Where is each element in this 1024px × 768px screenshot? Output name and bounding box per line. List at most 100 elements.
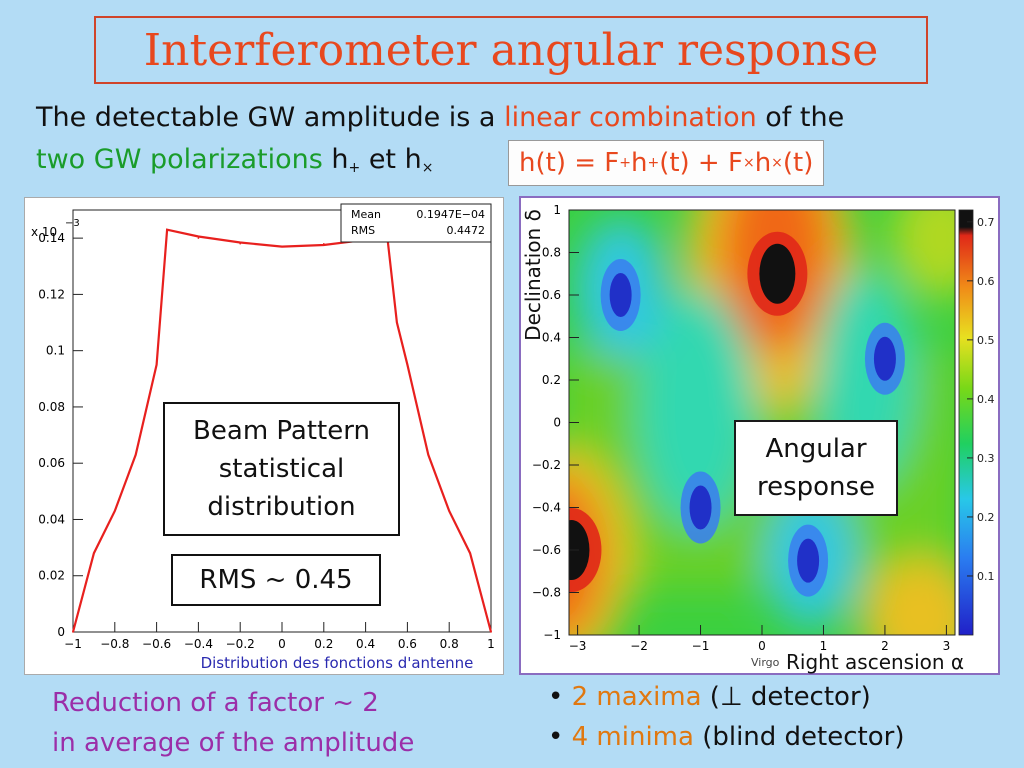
- bullet-minima-highlight: 4 minima: [571, 722, 694, 752]
- beam-line-2: statistical: [218, 454, 345, 484]
- colorbar-tick-label: 0.3: [977, 452, 995, 465]
- angular-map-panel: −3 −2 −1 0 1 2 3 −1 −0.8 −0.6 −0.4 −0.2 0 0.2 0.4 0.6 0.…: [519, 196, 1000, 675]
- colorbar-tick-label: 0.5: [977, 334, 995, 347]
- stats-value-mean: 0.1947E−04: [416, 208, 485, 221]
- x-tick-label: −1: [64, 637, 82, 651]
- y-tick-label: 0.02: [38, 569, 65, 583]
- minimum-core: [689, 485, 712, 530]
- y-tick-label: 0.14: [38, 231, 65, 245]
- x-tick-label: −0.6: [142, 637, 171, 651]
- x-tick-label: −0.8: [100, 637, 129, 651]
- x-tick-label: 0.4: [356, 637, 375, 651]
- map-y-tick-label: 0.2: [542, 373, 561, 387]
- bullet-dot: •: [548, 682, 572, 712]
- declination-label-wrap: Declination δ: [520, 196, 550, 356]
- map-y-tick-label: 0: [553, 416, 561, 430]
- map-y-tick-label: −0.2: [532, 458, 561, 472]
- bullet-minima-rest: (blind detector): [693, 722, 905, 752]
- formula-part-5: (t): [782, 148, 814, 178]
- angular-response-box: Angular response: [734, 420, 898, 516]
- beam-line-3: distribution: [207, 492, 356, 522]
- y-tick-label: 0.06: [38, 456, 65, 470]
- minimum-core: [873, 336, 896, 381]
- formula-sub-4: ×: [771, 155, 783, 171]
- formula-part-1: h(t) = F: [519, 148, 620, 178]
- page-title: Interferometer angular response: [143, 24, 879, 76]
- heatmap-field: [569, 210, 955, 635]
- bullet-maxima: • 2 maxima (⊥ detector): [548, 682, 871, 712]
- map-y-tick-label: 0.6: [542, 288, 561, 302]
- declination-label: Declination δ: [521, 209, 545, 341]
- formula-part-3: (t) + F: [659, 148, 743, 178]
- virgo-label: Virgo: [751, 656, 780, 669]
- bullet-maxima-rest: (⊥ detector): [701, 682, 871, 712]
- y-tick-label: 0.1: [46, 344, 65, 358]
- bullet-minima: • 4 minima (blind detector): [548, 722, 904, 752]
- angular-response-heatmap: −3 −2 −1 0 1 2 3 −1 −0.8 −0.6 −0.4 −0.2 0 0.2 0.4 0.6 0.…: [532, 203, 995, 669]
- beam-line-1: Beam Pattern: [193, 416, 370, 446]
- formula-box: h(t) = F + h + (t) + F × h × (t): [508, 140, 825, 186]
- colorbar: [958, 209, 974, 636]
- map-x-tick-label: −2: [630, 639, 648, 653]
- map-y-tick-label: −0.4: [532, 501, 561, 515]
- map-x-tick-label: 1: [820, 639, 828, 653]
- formula-sub-3: ×: [742, 155, 755, 171]
- map-x-tick-label: −3: [569, 639, 587, 653]
- angular-line-1: Angular: [765, 434, 867, 464]
- colorbar-tick-label: 0.4: [977, 393, 995, 406]
- map-y-tick-label: 0.8: [542, 246, 561, 260]
- intro-h-plus: h: [322, 144, 349, 175]
- y-tick-label: 0.04: [38, 512, 65, 526]
- x-tick-label: 0.6: [398, 637, 417, 651]
- map-x-tick-label: 0: [758, 639, 766, 653]
- bullet-maxima-highlight: 2 maxima: [571, 682, 702, 712]
- y-tick-label: 0.12: [38, 287, 65, 301]
- angular-line-2: response: [756, 472, 876, 502]
- formula-sub-1: +: [619, 155, 631, 171]
- map-y-tick-label: 1: [553, 203, 561, 217]
- y-multiplier-exp: −3: [65, 218, 80, 229]
- colorbar-tick-label: 0.2: [977, 511, 995, 524]
- intro-text-a: The detectable GW amplitude is a: [36, 102, 505, 133]
- colorbar-tick-label: 0.6: [977, 275, 995, 288]
- histogram-series-line: [71, 228, 493, 633]
- map-x-tick-label: −1: [692, 639, 710, 653]
- bullet-dot: •: [548, 722, 572, 752]
- maximum-core: [569, 520, 590, 580]
- intro-sub-cross: ×: [421, 160, 434, 176]
- rms-box: RMS ~ 0.45: [171, 554, 381, 606]
- minimum-core: [609, 273, 632, 317]
- map-y-tick-label: 0.4: [542, 331, 561, 345]
- intro-h-cross: et h: [360, 144, 422, 175]
- formula-part-4: h: [754, 148, 772, 178]
- intro-line-2: two GW polarizations h+ et h×: [36, 144, 433, 176]
- right-ascension-label: Right ascension α: [786, 650, 965, 674]
- map-x-tick-label: 2: [881, 639, 889, 653]
- y-multiplier: x 10: [31, 225, 57, 239]
- title-box: Interferometer angular response: [94, 16, 928, 84]
- colorbar-tick-label: 0.7: [977, 216, 995, 229]
- histogram-xlabel: Distribution des fonctions d'antenne: [201, 654, 474, 672]
- x-tick-label: 0.2: [314, 637, 333, 651]
- stats-label-mean: Mean: [351, 208, 381, 221]
- minimum-core: [797, 538, 820, 583]
- stats-label-rms: RMS: [351, 224, 375, 237]
- y-tick-label: 0: [57, 625, 65, 639]
- formula-sub-2: +: [647, 155, 660, 171]
- reduction-line-1: Reduction of a factor ~ 2: [52, 688, 379, 718]
- histogram-point: [197, 237, 200, 239]
- beam-pattern-box: Beam Pattern statistical distribution: [163, 402, 400, 536]
- intro-highlight-polarizations: two GW polarizations: [36, 144, 323, 175]
- x-tick-label: −0.4: [184, 637, 213, 651]
- intro-highlight-linear: linear combination: [504, 102, 757, 133]
- x-tick-label: 1: [487, 637, 495, 651]
- x-tick-label: 0.8: [440, 637, 459, 651]
- x-tick-label: −0.2: [226, 637, 255, 651]
- intro-text-c: of the: [756, 102, 845, 133]
- map-y-tick-label: −0.8: [532, 586, 561, 600]
- map-x-tick-label: 3: [943, 639, 951, 653]
- x-tick-label: 0: [278, 637, 286, 651]
- colorbar-tick-label: 0.1: [977, 570, 995, 583]
- map-y-tick-label: −1: [543, 628, 561, 642]
- intro-line-1: The detectable GW amplitude is a linear …: [36, 102, 844, 133]
